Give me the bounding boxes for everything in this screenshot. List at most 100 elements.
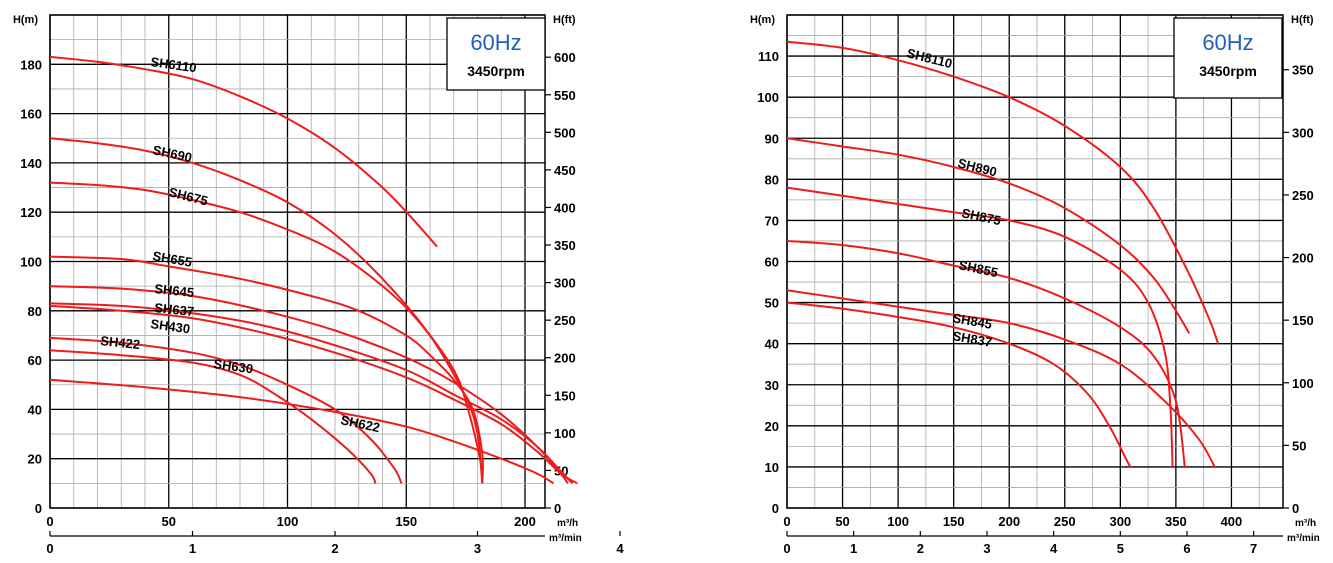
y-left-tick-label: 140 [20,156,42,171]
curve-label-sh622: SH622 [339,412,381,435]
curve-label-sh422: SH422 [100,333,141,352]
curves: SH6110SH690SH675SH655SH645SH637SH430SH42… [49,54,578,485]
curve-label-sh655: SH655 [151,248,193,270]
x-secondary-tick-label: 5 [1117,541,1124,556]
y-left-tick-label: 120 [20,205,42,220]
frequency-label: 60Hz [1202,30,1253,55]
x-secondary-tick-label: 4 [616,541,624,556]
y-right-tick-label: 350 [554,238,576,253]
x-secondary-tick-label: 4 [1050,541,1058,556]
y-left-tick-label: 40 [765,337,779,352]
curve-sh422 [49,336,403,484]
y-left-tick-label: 60 [765,255,779,270]
y-left-tick-label: 50 [765,296,779,311]
y-left-tick-label: 90 [765,131,779,146]
speed-box [1173,17,1283,99]
y-right-tick-label: 300 [554,276,576,291]
y-left-tick-label: 160 [20,107,42,122]
curve-label-sh645: SH645 [154,281,195,300]
curve-sh837 [786,301,1132,468]
x-primary-tick-label: 350 [1165,514,1187,529]
y-left-tick-label: 20 [765,419,779,434]
y-right-tick-label: 0 [554,501,561,516]
y-left-tick-label: 100 [757,90,779,105]
chart-panel-2: 60Hz3450rpm0102030405060708090100110H(m)… [750,14,1320,556]
curve-label-sh630: SH630 [213,356,254,376]
x-secondary-tick-label: 1 [850,541,857,556]
y-right-tick-label: 350 [1292,63,1314,78]
x-primary-tick-label: 300 [1109,514,1131,529]
y-right-tick-label: 450 [554,163,576,178]
y-right-tick-label: 300 [1292,125,1314,140]
curve-label-sh690: SH690 [151,142,193,165]
y-left-tick-label: 180 [20,57,42,72]
curve-label-sh430: SH430 [150,316,191,336]
y-right-tick-label: 0 [1292,501,1299,516]
curve-sh890 [786,137,1191,334]
curve-sh6110 [49,55,438,248]
x-primary-tick-label: 0 [46,514,53,529]
y-right-tick-label: 200 [554,351,576,366]
y-left-tick-label: 20 [28,452,42,467]
curve-sh430 [49,304,578,485]
y-right-tick-label: 250 [1292,188,1314,203]
curve-label-sh845: SH845 [951,310,993,332]
x-secondary-tick-label: 3 [983,541,990,556]
plot-frame [786,14,1284,509]
y-left-tick-label: 60 [28,353,42,368]
x-primary-tick-label: 50 [835,514,849,529]
y-left-tick-label: 40 [28,402,42,417]
y-right-tick-label: 100 [1292,376,1314,391]
y-right-axis-title: H(ft) [1291,14,1314,26]
x-primary-tick-label: 250 [1054,514,1076,529]
x-secondary-tick-label: 0 [783,541,790,556]
curve-sh655 [49,255,484,484]
speed-label: 3450rpm [467,63,525,79]
x-secondary-tick-label: 7 [1250,541,1257,556]
plot-frame [49,14,546,509]
x-secondary-tick-label: 0 [46,541,53,556]
y-left-tick-label: 100 [20,255,42,270]
y-left-axis-title: H(m) [750,14,775,26]
x-primary-tick-label: 100 [277,514,299,529]
x-primary-tick-label: 50 [162,514,176,529]
curve-sh8110 [786,40,1220,345]
curve-sh875 [786,186,1174,467]
y-right-tick-label: 250 [554,313,576,328]
y-right-tick-label: 550 [554,88,576,103]
curve-sh855 [786,240,1186,468]
curve-sh845 [786,289,1216,468]
x-primary-tick-label: 100 [887,514,909,529]
y-left-tick-label: 70 [765,213,779,228]
x-primary-unit: m³/h [557,518,578,529]
x-secondary-tick-label: 2 [331,541,338,556]
y-left-axis-title: H(m) [13,14,38,26]
y-right-tick-label: 100 [554,426,576,441]
x-primary-tick-label: 150 [395,514,417,529]
y-left-tick-label: 80 [765,172,779,187]
x-primary-tick-label: 0 [783,514,790,529]
curve-sh637 [49,302,574,485]
x-secondary-tick-label: 3 [474,541,481,556]
y-left-tick-label: 0 [772,501,779,516]
y-right-tick-label: 200 [1292,251,1314,266]
speed-box [446,17,546,91]
x-primary-unit: m³/h [1295,518,1316,529]
x-secondary-tick-label: 2 [917,541,924,556]
curve-label-sh675: SH675 [167,184,209,208]
y-left-tick-label: 0 [35,501,42,516]
x-primary-tick-label: 200 [514,514,536,529]
x-secondary-tick-label: 1 [189,541,196,556]
y-right-tick-label: 150 [554,388,576,403]
x-secondary-unit: m³/min [1287,533,1320,544]
frequency-label: 60Hz [470,30,521,55]
curve-label-sh6110: SH6110 [150,54,198,75]
curve-sh630 [49,349,377,484]
x-primary-tick-label: 150 [943,514,965,529]
y-right-tick-label: 500 [554,125,576,140]
y-left-tick-label: 30 [765,378,779,393]
x-primary-tick-label: 200 [998,514,1020,529]
curve-label-sh855: SH855 [957,257,999,280]
